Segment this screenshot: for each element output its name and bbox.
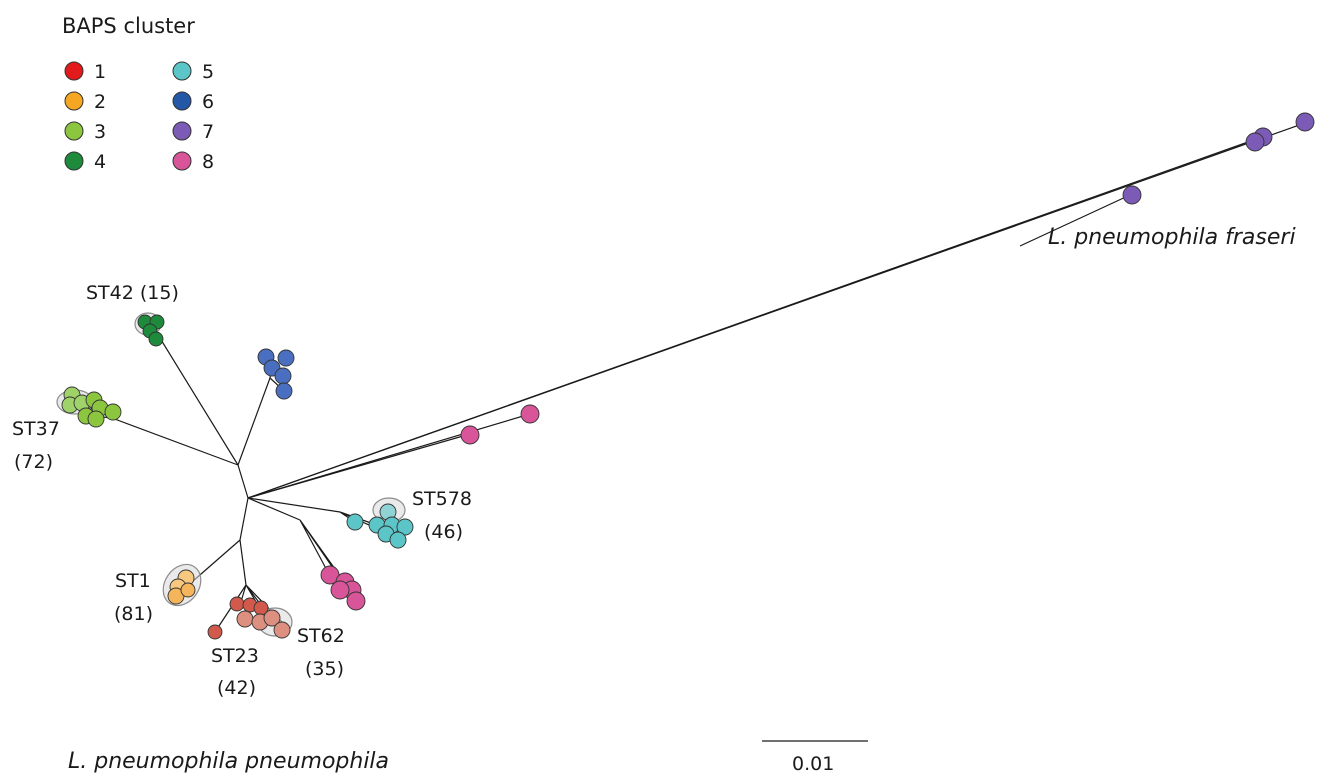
legend-label-1: 1	[94, 61, 106, 83]
legend-swatch-1	[64, 61, 84, 81]
tip	[277, 349, 295, 367]
legend-item-3: 3	[64, 121, 106, 143]
legend-title: BAPS cluster	[62, 14, 195, 38]
label-st1: ST1	[115, 570, 151, 592]
legend-label-5: 5	[202, 61, 214, 83]
tip	[104, 403, 122, 421]
tip	[1245, 132, 1265, 152]
tip	[346, 513, 364, 531]
tip	[520, 404, 540, 424]
legend-item-8: 8	[172, 151, 214, 173]
legend-swatch-7	[172, 121, 192, 141]
scale-bar-label: 0.01	[792, 753, 834, 775]
clade-labels: ST42 (15) ST37 (72) ST578 (46) ST1 (81) …	[12, 282, 472, 699]
legend-swatch-2	[64, 91, 84, 111]
legend-swatch-3	[64, 121, 84, 141]
legend-item-7: 7	[172, 121, 214, 143]
legend-label-2: 2	[94, 91, 106, 113]
tip	[1295, 112, 1315, 132]
legend-item-2: 2	[64, 91, 106, 113]
legend-label-3: 3	[94, 121, 106, 143]
tips-cluster-4	[137, 314, 165, 347]
label-st62-count: (35)	[305, 658, 344, 680]
tip	[273, 621, 291, 639]
tip	[389, 531, 407, 549]
scale-bar: 0.01	[762, 740, 868, 775]
legend-item-1: 1	[64, 61, 106, 83]
label-st37: ST37	[12, 418, 60, 440]
legend-swatch-4	[64, 151, 84, 171]
legend-item-5: 5	[172, 61, 214, 83]
legend-swatch-8	[172, 151, 192, 171]
tips-cluster-7	[1122, 112, 1315, 205]
tip	[275, 382, 293, 400]
tips-cluster-8	[320, 404, 540, 611]
legend-swatch-5	[172, 61, 192, 81]
tip	[180, 582, 196, 598]
tip	[460, 425, 480, 445]
legend-label-7: 7	[202, 121, 214, 143]
subspecies-label-pneumophila: L. pneumophila pneumophila	[68, 749, 389, 774]
tips-cluster-5	[346, 503, 414, 549]
label-st62: ST62	[297, 625, 345, 647]
label-st37-count: (72)	[14, 451, 53, 473]
label-st578-count: (46)	[424, 521, 463, 543]
tip	[330, 580, 350, 600]
tip	[396, 518, 414, 536]
tip	[207, 624, 223, 640]
label-st1-count: (81)	[114, 603, 153, 625]
tip	[274, 367, 292, 385]
tip	[148, 331, 164, 347]
legend-label-4: 4	[94, 151, 106, 173]
legend: BAPS cluster 1 2 3 4 5 6 7	[62, 14, 214, 173]
tip	[229, 596, 245, 612]
label-st23: ST23	[211, 645, 259, 667]
tree-edges	[71, 122, 1306, 633]
tip	[263, 609, 281, 627]
legend-label-6: 6	[202, 91, 214, 113]
tips-cluster-3	[61, 386, 122, 428]
legend-swatch-6	[172, 91, 192, 111]
tips-cluster-6	[257, 348, 295, 400]
label-st23-count: (42)	[217, 677, 256, 699]
label-st42: ST42 (15)	[86, 282, 179, 304]
tips-cluster-1	[207, 596, 291, 640]
legend-label-8: 8	[202, 151, 214, 173]
legend-item-6: 6	[172, 91, 214, 113]
tip	[87, 410, 105, 428]
legend-item-4: 4	[64, 151, 106, 173]
tip	[346, 591, 366, 611]
tip	[236, 610, 254, 628]
label-st578: ST578	[412, 488, 472, 510]
tips-cluster-2	[167, 569, 196, 605]
tip	[1122, 185, 1142, 205]
subspecies-label-fraseri: L. pneumophila fraseri	[1048, 225, 1296, 250]
